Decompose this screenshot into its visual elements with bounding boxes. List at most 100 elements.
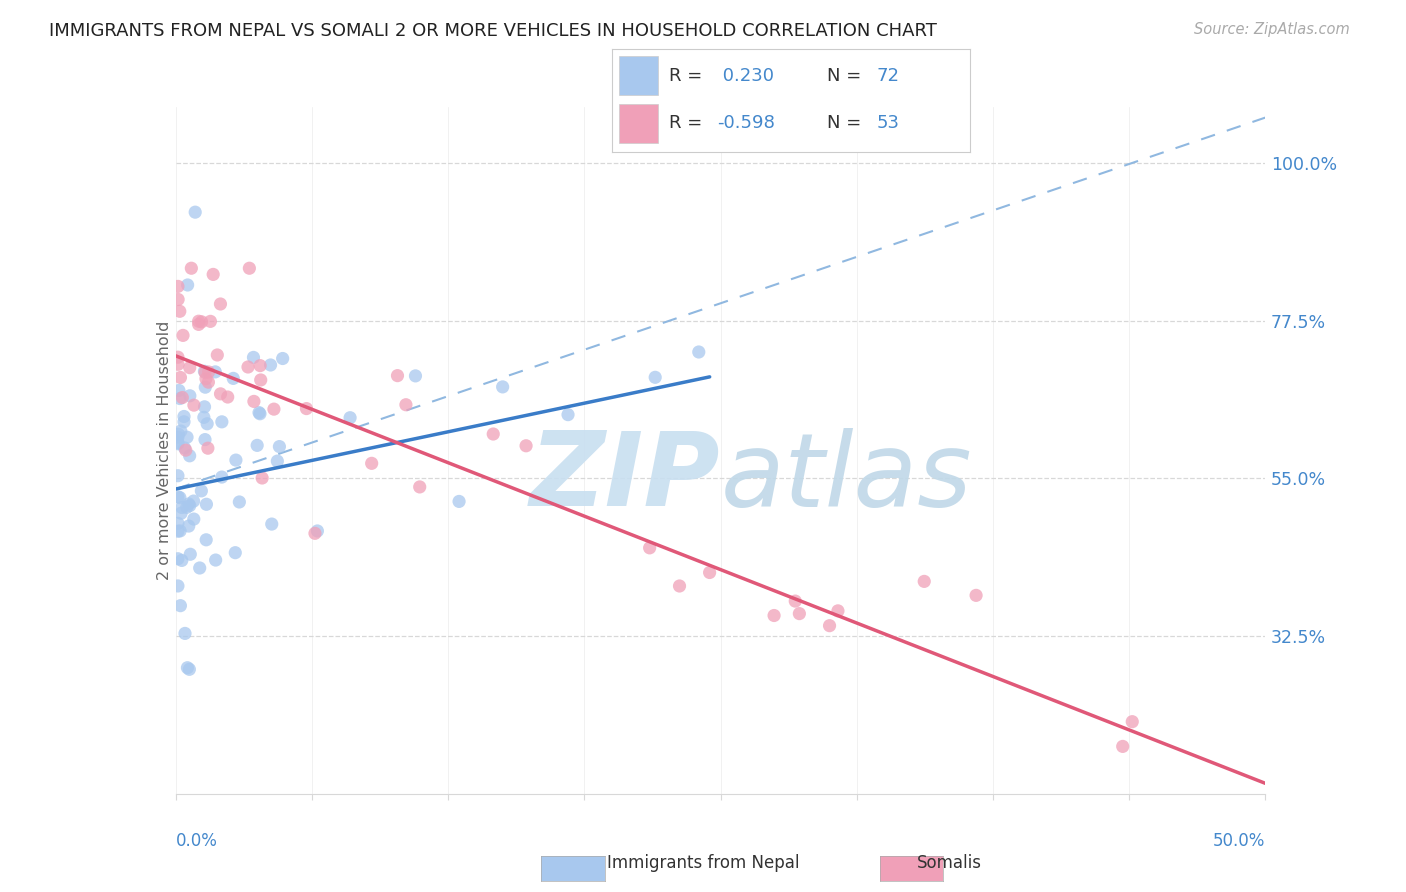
Point <box>177 497 200 511</box>
Point <box>638 541 661 555</box>
Point <box>190 483 212 498</box>
Point <box>204 553 226 567</box>
Point <box>195 417 218 431</box>
Point <box>699 566 721 580</box>
Point <box>266 454 288 468</box>
Point <box>176 661 198 675</box>
Point <box>170 506 193 520</box>
Point <box>167 357 190 371</box>
Text: N =: N = <box>827 67 866 86</box>
Point <box>260 517 283 532</box>
Point <box>482 427 505 442</box>
Point <box>167 384 190 398</box>
Point <box>194 366 217 380</box>
Text: Somalis: Somalis <box>917 855 981 872</box>
Point <box>827 604 849 618</box>
Text: 0.0%: 0.0% <box>176 831 218 850</box>
Point <box>167 436 190 450</box>
Point <box>209 387 232 401</box>
Point <box>247 406 270 420</box>
FancyBboxPatch shape <box>619 56 658 95</box>
Point <box>912 574 935 589</box>
Point <box>249 373 271 387</box>
Text: atlas: atlas <box>721 428 972 528</box>
Point <box>447 494 470 508</box>
Point <box>169 304 191 318</box>
Point <box>202 268 225 282</box>
Point <box>222 371 245 385</box>
Point <box>238 261 260 276</box>
Point <box>169 370 191 384</box>
Point <box>194 372 217 386</box>
Point <box>1112 739 1135 754</box>
Point <box>405 368 427 383</box>
Text: IMMIGRANTS FROM NEPAL VS SOMALI 2 OR MORE VEHICLES IN HOUSEHOLD CORRELATION CHAR: IMMIGRANTS FROM NEPAL VS SOMALI 2 OR MOR… <box>49 22 936 40</box>
Point <box>197 441 219 455</box>
Point <box>183 398 205 412</box>
Text: -0.598: -0.598 <box>717 114 775 132</box>
Point <box>200 314 222 328</box>
Point <box>224 546 246 560</box>
Point <box>295 401 318 416</box>
Point <box>169 524 191 538</box>
Point <box>1121 714 1143 729</box>
Point <box>242 351 264 365</box>
Point <box>217 390 239 404</box>
Point <box>515 439 537 453</box>
Text: 50.0%: 50.0% <box>1213 831 1265 850</box>
Point <box>179 662 201 676</box>
Point <box>785 594 807 608</box>
Point <box>211 470 233 484</box>
Point <box>170 553 193 567</box>
Point <box>172 328 194 343</box>
Point <box>193 364 215 378</box>
Point <box>187 318 209 332</box>
Point <box>194 380 217 394</box>
Text: ZIP: ZIP <box>530 427 721 528</box>
Point <box>167 524 190 539</box>
Point <box>668 579 690 593</box>
Point <box>167 435 190 450</box>
Point <box>176 500 198 515</box>
Point <box>167 279 190 293</box>
Point <box>172 391 194 405</box>
Point <box>271 351 294 366</box>
Point <box>167 430 190 444</box>
Point <box>174 626 197 640</box>
Point <box>193 400 215 414</box>
Point <box>688 345 710 359</box>
Point <box>167 490 190 504</box>
Point <box>177 519 200 533</box>
Text: R =: R = <box>669 67 709 86</box>
Point <box>249 359 271 373</box>
Point <box>179 449 201 463</box>
Point <box>179 389 201 403</box>
Point <box>250 471 273 485</box>
Point <box>183 512 205 526</box>
Point <box>644 370 666 384</box>
Point <box>395 398 418 412</box>
Text: Source: ZipAtlas.com: Source: ZipAtlas.com <box>1194 22 1350 37</box>
Point <box>409 480 432 494</box>
Point <box>173 409 195 424</box>
Point <box>167 468 190 483</box>
Point <box>188 561 211 575</box>
Point <box>965 588 987 602</box>
Point <box>180 261 202 276</box>
Point <box>195 533 218 547</box>
Text: Immigrants from Nepal: Immigrants from Nepal <box>607 855 799 872</box>
Point <box>195 497 218 511</box>
Point <box>387 368 409 383</box>
Point <box>170 500 193 515</box>
Point <box>263 402 285 417</box>
Point <box>170 424 193 438</box>
FancyBboxPatch shape <box>619 104 658 144</box>
Point <box>184 205 207 219</box>
Point <box>169 599 191 613</box>
Point <box>225 453 247 467</box>
Text: 0.230: 0.230 <box>717 67 775 86</box>
Point <box>243 394 266 409</box>
Text: R =: R = <box>669 114 709 132</box>
Point <box>207 348 229 362</box>
Point <box>763 608 786 623</box>
